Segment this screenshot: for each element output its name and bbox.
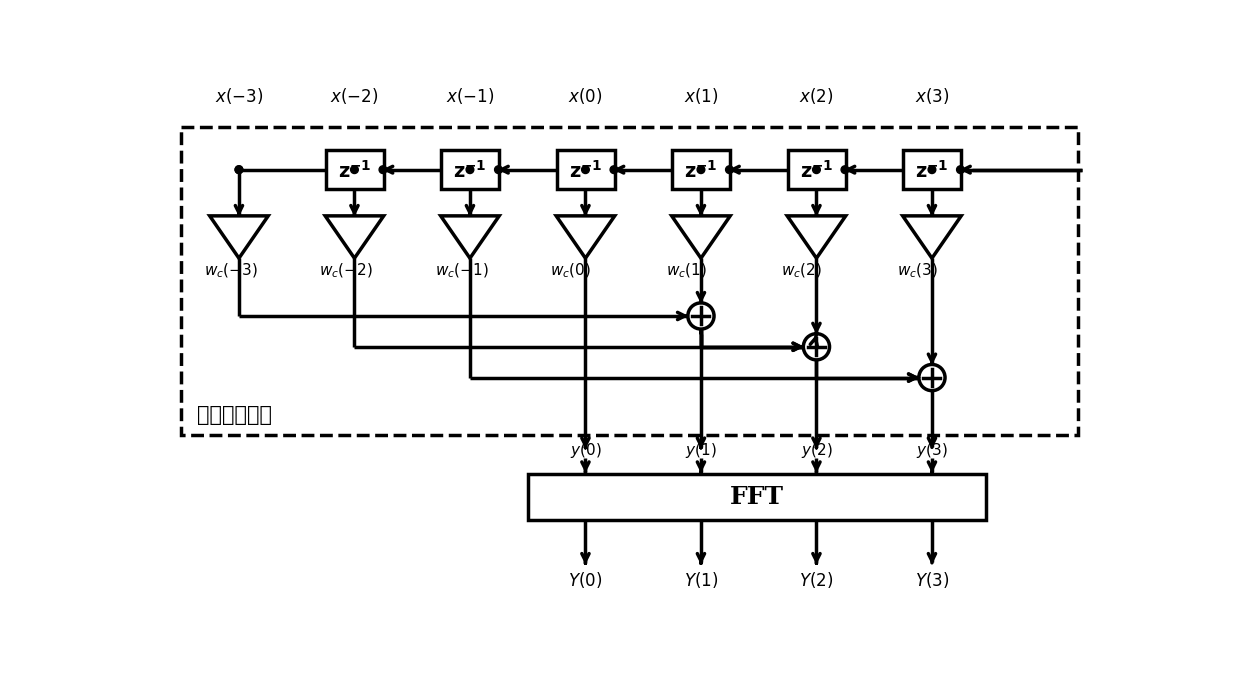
Bar	[326, 151, 383, 189]
Polygon shape	[903, 216, 961, 258]
Polygon shape	[325, 216, 383, 258]
Text: $\mathbf{z^{-1}}$: $\mathbf{z^{-1}}$	[684, 160, 718, 181]
Circle shape	[725, 166, 733, 174]
Bar	[181, 127, 1079, 435]
Circle shape	[919, 364, 945, 391]
Circle shape	[466, 166, 474, 174]
Polygon shape	[440, 216, 500, 258]
Text: $\mathbf{z^{-1}}$: $\mathbf{z^{-1}}$	[337, 160, 371, 181]
Text: $y(3)$: $y(3)$	[916, 441, 947, 460]
Text: $\mathbf{z^{-1}}$: $\mathbf{z^{-1}}$	[915, 160, 949, 181]
Text: $x(-3)$: $x(-3)$	[215, 86, 263, 105]
Bar	[904, 151, 961, 189]
Text: $y(0)$: $y(0)$	[569, 441, 601, 460]
Text: $\mathbf{z^{-1}}$: $\mathbf{z^{-1}}$	[453, 160, 487, 181]
Text: $Y(3)$: $Y(3)$	[915, 570, 949, 590]
Text: $Y(1)$: $Y(1)$	[683, 570, 718, 590]
Text: $x(0)$: $x(0)$	[568, 86, 603, 105]
Text: $y(1)$: $y(1)$	[686, 441, 717, 460]
Bar	[787, 151, 846, 189]
Circle shape	[379, 166, 387, 174]
Circle shape	[812, 166, 821, 174]
Polygon shape	[210, 216, 268, 258]
Bar	[557, 151, 615, 189]
Text: 全相位预处理: 全相位预处理	[197, 404, 272, 425]
Text: $w_c(1)$: $w_c(1)$	[666, 262, 707, 280]
Text: $Y(2)$: $Y(2)$	[800, 570, 833, 590]
Circle shape	[928, 166, 936, 174]
Circle shape	[236, 166, 243, 174]
Text: $Y(0)$: $Y(0)$	[568, 570, 603, 590]
Circle shape	[582, 166, 589, 174]
Circle shape	[804, 334, 830, 360]
Text: FFT: FFT	[730, 485, 784, 509]
Text: $w_c(2)$: $w_c(2)$	[781, 262, 822, 280]
Bar	[528, 474, 986, 520]
Circle shape	[351, 166, 358, 174]
Circle shape	[688, 303, 714, 329]
Text: $x(3)$: $x(3)$	[915, 86, 949, 105]
Bar	[441, 151, 500, 189]
Text: $x(1)$: $x(1)$	[683, 86, 718, 105]
Text: $x(2)$: $x(2)$	[800, 86, 833, 105]
Text: $w_c(-3)$: $w_c(-3)$	[203, 262, 258, 280]
Bar	[672, 151, 730, 189]
Text: $x(-2)$: $x(-2)$	[330, 86, 378, 105]
Text: $w_c(0)$: $w_c(0)$	[551, 262, 591, 280]
Text: $w_c(-1)$: $w_c(-1)$	[434, 262, 489, 280]
Circle shape	[495, 166, 502, 174]
Circle shape	[841, 166, 849, 174]
Text: $y(2)$: $y(2)$	[801, 441, 832, 460]
Circle shape	[956, 166, 965, 174]
Text: $\mathbf{z^{-1}}$: $\mathbf{z^{-1}}$	[800, 160, 833, 181]
Polygon shape	[672, 216, 730, 258]
Text: $w_c(-2)$: $w_c(-2)$	[319, 262, 373, 280]
Text: $x(-1)$: $x(-1)$	[445, 86, 494, 105]
Circle shape	[236, 166, 243, 174]
Text: $\mathbf{z^{-1}}$: $\mathbf{z^{-1}}$	[569, 160, 603, 181]
Polygon shape	[787, 216, 846, 258]
Circle shape	[697, 166, 704, 174]
Polygon shape	[557, 216, 615, 258]
Circle shape	[610, 166, 618, 174]
Text: $w_c(3)$: $w_c(3)$	[897, 262, 937, 280]
